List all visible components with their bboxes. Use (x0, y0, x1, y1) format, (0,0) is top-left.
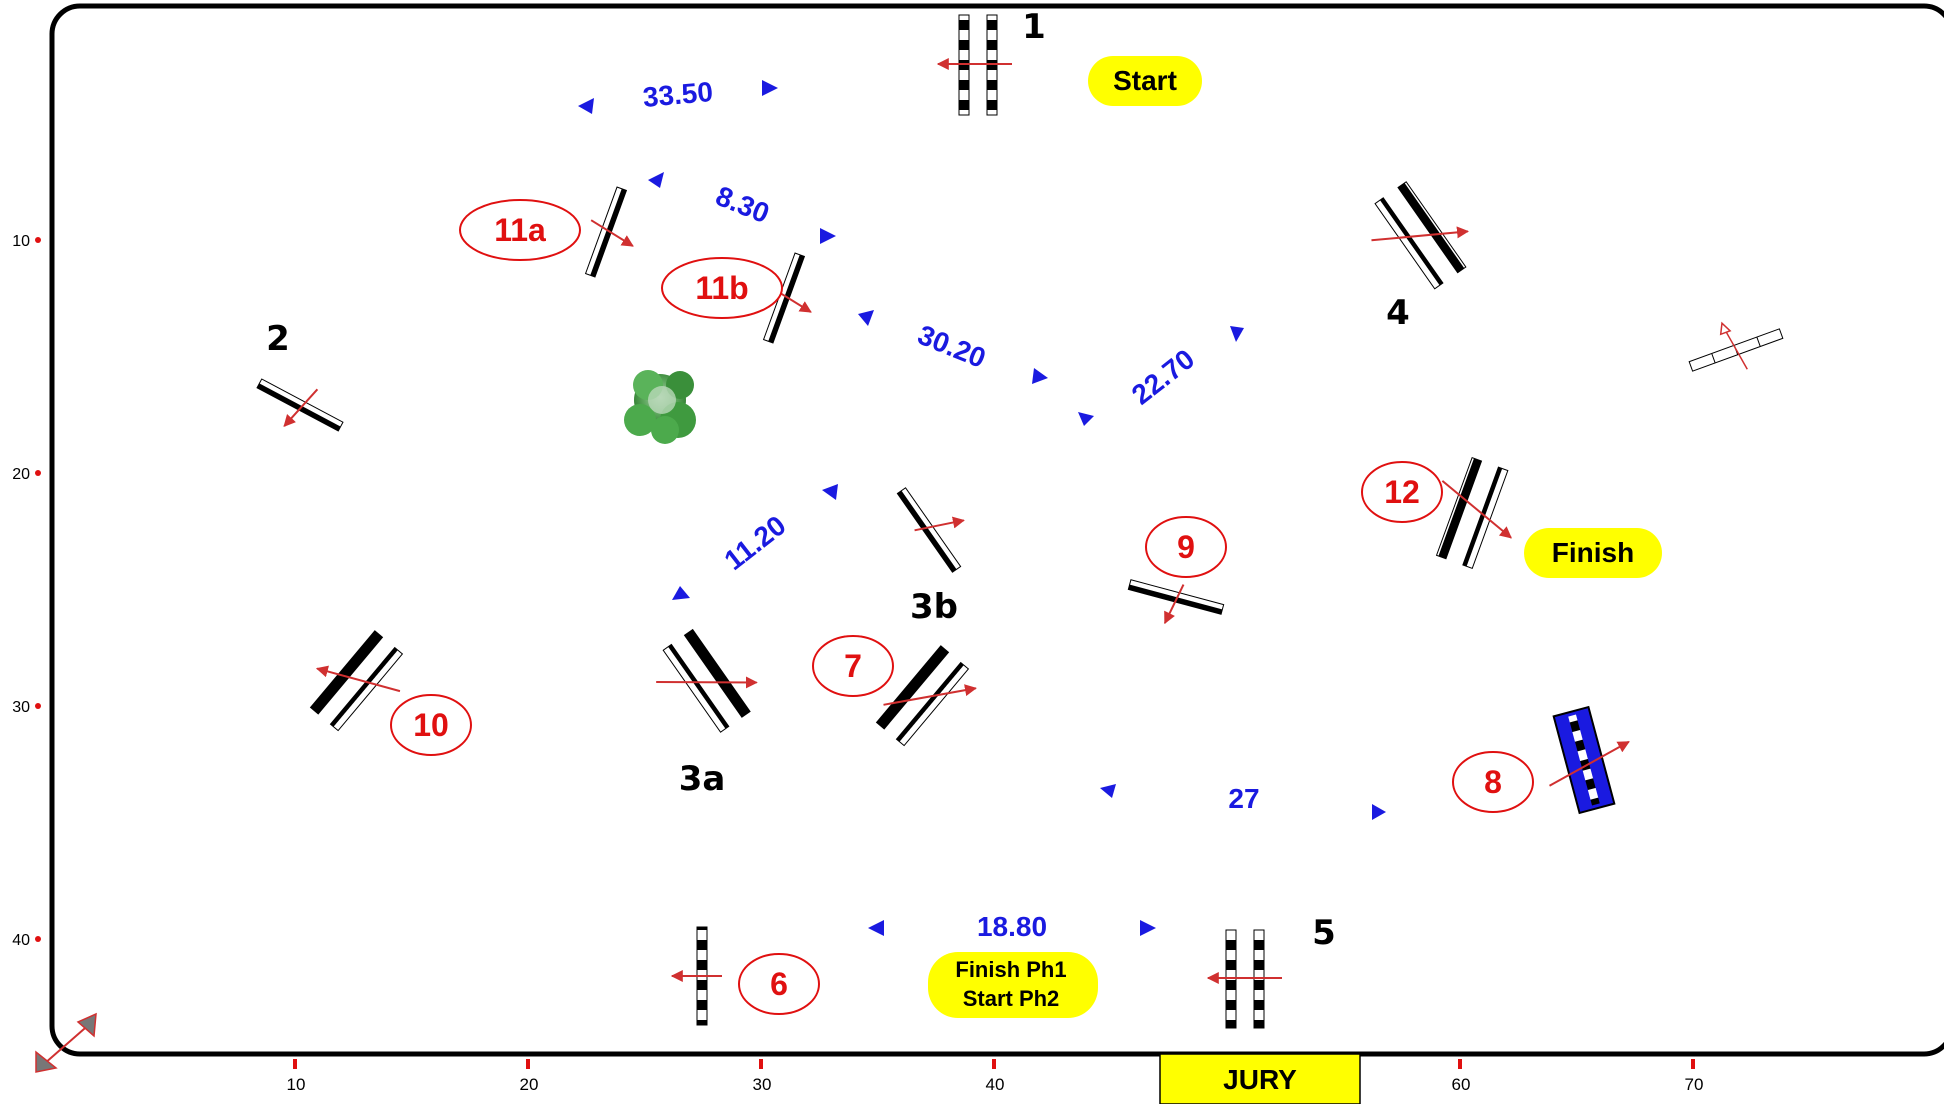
bush-decoration (624, 370, 696, 444)
fence-4 (1371, 181, 1470, 290)
x-tick-10: 10 (287, 1075, 306, 1094)
distances: 33.50 8.30 30.20 22.70 11.20 27 18.80 (642, 76, 1260, 942)
x-tick-20: 20 (520, 1075, 539, 1094)
arena-border (49, 3, 1944, 1057)
x-axis: 10 20 30 40 60 70 (287, 1059, 1704, 1094)
number-8-badge: 8 (1452, 751, 1534, 813)
x-tick-30: 30 (753, 1075, 772, 1094)
jury-box: JURY (1159, 1053, 1361, 1104)
x-tick-70: 70 (1685, 1075, 1704, 1094)
number-11b-badge: 11b (661, 257, 783, 319)
y-tick-20: 20 (12, 466, 30, 483)
fence-2 (256, 378, 344, 432)
fence-8-water (1549, 705, 1630, 815)
distance-22-70: 22.70 (1126, 343, 1200, 411)
finish-ph1-label: Finish Ph1 (955, 957, 1066, 982)
fence-1 (936, 14, 1012, 116)
number-9-badge: 9 (1145, 516, 1227, 578)
x-tick-40: 40 (986, 1075, 1005, 1094)
fence-6 (670, 926, 722, 1026)
number-4: 4 (1386, 293, 1410, 333)
number-11a-badge: 11a (459, 199, 581, 261)
distance-11-20: 11.20 (719, 510, 792, 577)
y-tick-40: 40 (12, 932, 30, 949)
y-tick-10: 10 (12, 233, 30, 250)
number-3b: 3b (910, 587, 958, 627)
distance-30-20: 30.20 (914, 319, 991, 374)
finish-badge: Finish (1524, 528, 1662, 578)
fence-5 (1206, 929, 1282, 1029)
number-12-badge: 12 (1361, 461, 1443, 523)
start-ph2-label: Start Ph2 (963, 986, 1060, 1011)
number-5: 5 (1312, 913, 1336, 953)
distance-8-30: 8.30 (711, 180, 773, 229)
number-3a: 3a (679, 759, 726, 799)
number-10: 10 (413, 707, 449, 743)
number-11a: 11a (494, 212, 546, 248)
number-6: 6 (770, 966, 788, 1002)
distance-markers (578, 80, 1386, 936)
number-10-badge: 10 (390, 694, 472, 756)
number-8: 8 (1484, 764, 1502, 800)
fence-12 (1435, 456, 1512, 569)
fence-9 (1127, 579, 1225, 625)
phase2-numbers: 11a 11b 12 9 7 10 8 6 (390, 199, 1534, 1015)
fence-7 (875, 645, 977, 747)
distance-33-50: 33.50 (642, 76, 715, 113)
fence-10 (309, 630, 404, 732)
fence-3a (656, 628, 758, 733)
fence-practice (1688, 321, 1784, 372)
y-tick-30: 30 (12, 699, 30, 716)
number-12: 12 (1384, 474, 1420, 510)
jury-label: JURY (1223, 1064, 1297, 1095)
number-2: 2 (266, 319, 290, 359)
number-9: 9 (1177, 529, 1195, 565)
start-label: Start (1113, 65, 1177, 96)
compass-icon (35, 1012, 97, 1073)
phase1-numbers: 1 2 3a 3b 4 5 (266, 7, 1410, 953)
finish-start-phase-badge: Finish Ph1 Start Ph2 (928, 952, 1098, 1018)
number-7-badge: 7 (812, 635, 894, 697)
number-6-badge: 6 (738, 953, 820, 1015)
y-axis: 10 20 30 40 (12, 233, 41, 949)
finish-label: Finish (1552, 537, 1634, 568)
number-11b: 11b (695, 270, 748, 306)
fence-11a (584, 186, 634, 278)
distance-18-80: 18.80 (977, 911, 1047, 942)
number-1: 1 (1022, 7, 1046, 47)
distance-27: 27 (1228, 783, 1259, 814)
x-tick-60: 60 (1452, 1075, 1471, 1094)
start-badge: Start (1088, 56, 1202, 106)
fence-3b (896, 487, 965, 573)
number-7: 7 (844, 648, 862, 684)
